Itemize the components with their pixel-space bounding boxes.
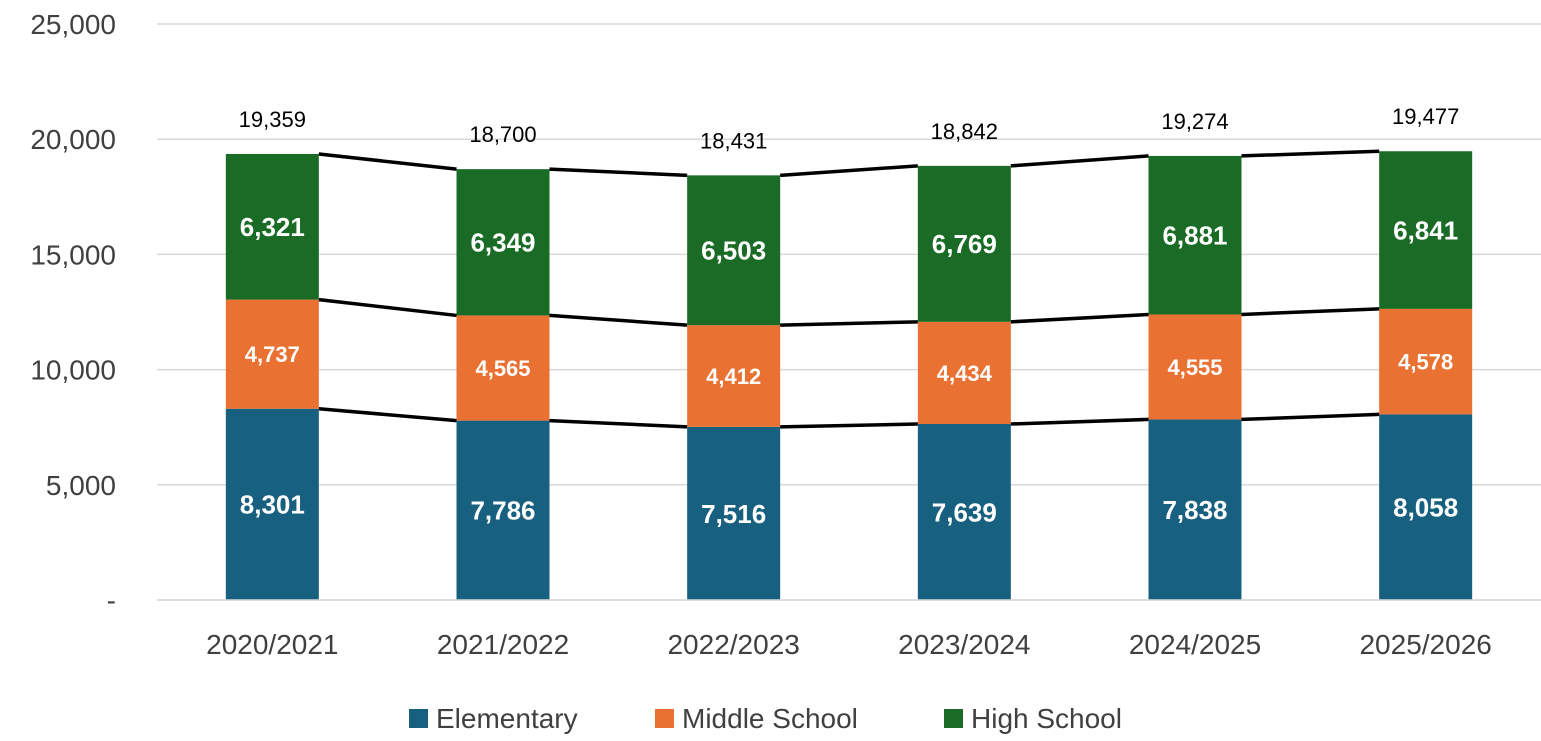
data-label: 7,838 [1162,495,1227,525]
bar-elementary [225,408,319,600]
bar-middle-school [687,325,781,427]
series-connector-line [549,418,688,429]
bar-middle-school [917,321,1011,424]
total-label: 18,700 [469,122,536,147]
x-tick-label: 2022/2023 [667,629,799,660]
total-label: 18,431 [700,128,767,153]
bar-high-school [917,165,1011,322]
data-label: 8,058 [1393,493,1458,523]
y-tick-label: 15,000 [30,239,116,270]
bar-high-school [225,153,319,300]
data-label: 6,321 [240,212,305,242]
total-label: 18,842 [931,119,998,144]
data-label: 4,565 [475,356,530,381]
bar-high-school [456,169,550,316]
axes: - 5,000 10,000 15,000 20,000 25,000 2020/2021 2… [30,9,1541,660]
y-tick-label: 20,000 [30,124,116,155]
bar-elementary [687,426,781,600]
y-tick-label: 25,000 [30,9,116,40]
bar-elementary [917,423,1011,600]
bar-elementary [1379,414,1473,600]
data-label: 6,503 [701,236,766,266]
x-tick-label: 2024/2025 [1129,629,1261,660]
bar-high-school [1379,151,1473,309]
series-connector-line [1241,149,1380,158]
data-label: 7,786 [470,496,535,526]
series-connector-line [780,320,918,327]
series-connector-line [1010,417,1149,426]
data-label: 7,639 [932,497,997,527]
legend-swatch [409,709,428,728]
series-connector-line [1010,154,1149,168]
y-tick-label: 10,000 [30,355,116,386]
series-connector-line [318,152,457,171]
series-connector-line [780,422,918,429]
data-label: 4,434 [937,361,993,386]
data-label: 8,301 [240,490,305,520]
bars [225,151,1473,600]
total-label: 19,274 [1161,109,1228,134]
bar-elementary [456,420,550,600]
series-connector-line [780,164,918,178]
y-tick-label: - [107,585,116,616]
legend-label: Elementary [436,703,578,734]
data-label: 4,578 [1398,350,1453,375]
legend-label: Middle School [682,703,858,734]
legend-swatch [944,709,963,728]
bar-middle-school [456,315,550,421]
legend-item[interactable]: Elementary [409,703,578,734]
series-connector-line [1241,412,1380,422]
data-label: 6,881 [1162,221,1227,251]
legend[interactable]: Elementary Middle School High School [409,703,1122,734]
x-tick-label: 2021/2022 [437,629,569,660]
series-connector-line [318,407,457,423]
series-lines [318,149,1380,429]
x-tick-label: 2023/2024 [898,629,1030,660]
data-label: 4,737 [245,342,300,367]
series-connector-line [1010,312,1149,324]
x-tick-label: 2025/2026 [1359,629,1491,660]
bar-middle-school [1148,314,1242,420]
legend-item[interactable]: Middle School [655,703,858,734]
bar-high-school [687,175,781,326]
data-label: 6,769 [932,229,997,259]
legend-item[interactable]: High School [944,703,1122,734]
data-labels: 8,301 4,737 6,321 19,359 7,786 4,565 6,349 18,7… [239,104,1460,529]
bar-middle-school [1379,308,1473,415]
series-connector-line [549,313,688,327]
y-tick-label: 5,000 [46,470,116,501]
data-label: 4,555 [1167,355,1222,380]
data-label: 6,841 [1393,215,1458,245]
data-label: 7,516 [701,499,766,529]
legend-swatch [655,709,674,728]
series-connector-line [318,297,457,318]
series-connector-line [549,167,688,178]
series-connector-line [1241,307,1380,317]
legend-label: High School [971,703,1122,734]
data-label: 6,349 [470,228,535,258]
x-tick-label: 2020/2021 [206,629,338,660]
data-label: 4,412 [706,364,761,389]
total-label: 19,359 [239,107,306,132]
total-label: 19,477 [1392,104,1459,129]
bar-elementary [1148,419,1242,600]
bar-middle-school [225,299,319,409]
bar-high-school [1148,155,1242,315]
